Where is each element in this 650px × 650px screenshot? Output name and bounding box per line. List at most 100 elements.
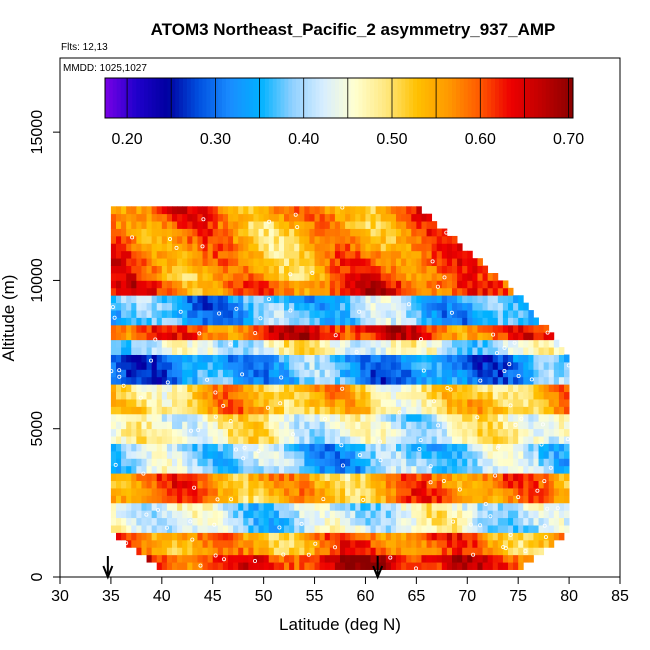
heatmap-cell xyxy=(166,369,173,378)
heatmap-cell xyxy=(141,354,147,363)
heatmap-cell xyxy=(482,502,489,511)
colorbar-tick-label: 0.50 xyxy=(376,131,407,148)
heatmap-cell xyxy=(513,473,519,482)
heatmap-cell xyxy=(482,339,489,348)
heatmap-cell xyxy=(126,399,132,407)
heatmap-cell xyxy=(558,450,565,459)
heatmap-cell xyxy=(360,250,366,259)
heatmap-cell xyxy=(523,539,529,548)
colorbar-segment xyxy=(194,78,200,118)
heatmap-cell xyxy=(436,384,443,393)
colorbar-segment xyxy=(549,78,554,118)
heatmap-cell xyxy=(141,539,147,548)
heatmap-cell xyxy=(304,473,310,482)
heatmap-cell xyxy=(121,391,127,400)
heatmap-cell xyxy=(121,376,127,385)
heatmap-cell xyxy=(345,547,351,556)
heatmap-cell xyxy=(166,502,173,511)
heatmap-cell xyxy=(248,265,254,274)
heatmap-cell xyxy=(202,258,209,266)
heatmap-cell xyxy=(334,488,341,496)
heatmap-cell xyxy=(156,495,163,504)
sample-point xyxy=(165,380,170,385)
heatmap-cell xyxy=(462,421,468,430)
heatmap-cell xyxy=(278,436,285,444)
heatmap-cell xyxy=(497,450,504,459)
heatmap-cell xyxy=(304,354,310,363)
heatmap-cell xyxy=(187,332,193,341)
sample-point xyxy=(516,495,521,500)
heatmap-cell xyxy=(355,384,361,393)
heatmap-cell xyxy=(121,265,127,274)
heatmap-cell xyxy=(513,324,519,333)
heatmap-cell xyxy=(248,243,254,252)
heatmap-cell xyxy=(533,443,539,452)
heatmap-cell xyxy=(411,302,417,311)
heatmap-cell xyxy=(222,206,229,215)
heatmap-cell xyxy=(166,473,173,482)
heatmap-cell xyxy=(411,384,417,393)
arrow-head xyxy=(372,565,384,580)
heatmap-cell xyxy=(197,376,203,385)
heatmap-cell xyxy=(502,525,509,533)
heatmap-cell xyxy=(253,399,259,407)
heatmap-cell xyxy=(212,295,219,304)
colorbar-segment xyxy=(417,78,422,118)
heatmap-cell xyxy=(263,332,270,341)
heatmap-cell xyxy=(136,473,142,482)
heatmap-cell xyxy=(222,443,229,452)
heatmap-cell xyxy=(543,488,550,496)
heatmap-cell xyxy=(462,265,468,274)
heatmap-cell xyxy=(375,488,382,496)
heatmap-cell xyxy=(558,443,565,452)
heatmap-cell xyxy=(126,510,132,519)
heatmap-cell xyxy=(161,317,168,326)
heatmap-cell xyxy=(411,332,417,341)
heatmap-cell xyxy=(212,465,219,474)
colorbar-segment xyxy=(354,78,359,118)
heatmap-cell xyxy=(502,473,509,482)
heatmap-cell xyxy=(151,406,158,415)
heatmap-cell xyxy=(126,384,132,393)
heatmap-cell xyxy=(355,295,361,304)
sample-point xyxy=(418,337,423,342)
heatmap-cell xyxy=(273,273,280,281)
heatmap-cell xyxy=(151,339,158,348)
heatmap-cell xyxy=(136,310,142,318)
heatmap-cell xyxy=(355,391,361,400)
heatmap-cell xyxy=(121,406,127,415)
heatmap-cell xyxy=(543,458,550,467)
heatmap-cell xyxy=(253,428,259,437)
heatmap-cell xyxy=(253,332,259,341)
heatmap-cell xyxy=(436,517,443,526)
heatmap-cell xyxy=(146,547,153,556)
heatmap-cell xyxy=(462,347,468,355)
heatmap-cell xyxy=(416,228,422,237)
heatmap-cell xyxy=(446,480,453,489)
heatmap-cell xyxy=(441,413,448,422)
heatmap-cell xyxy=(146,510,153,519)
heatmap-cell xyxy=(370,517,377,526)
heatmap-cell xyxy=(462,547,468,556)
heatmap-cell xyxy=(334,213,341,222)
heatmap-cell xyxy=(228,532,234,541)
heatmap-cell xyxy=(528,450,534,459)
heatmap-cell xyxy=(457,295,463,304)
colorbar-segment xyxy=(409,78,414,118)
heatmap-cell xyxy=(462,324,468,333)
heatmap-cell xyxy=(207,458,214,467)
heatmap-cell xyxy=(548,517,555,526)
heatmap-cell xyxy=(161,465,168,474)
heatmap-cell xyxy=(141,547,147,556)
heatmap-cell xyxy=(370,436,377,444)
heatmap-cell xyxy=(385,339,392,348)
heatmap-cell xyxy=(380,391,387,400)
heatmap-cell xyxy=(319,465,326,474)
heatmap-cell xyxy=(513,458,519,467)
heatmap-cell xyxy=(564,369,570,378)
heatmap-cell xyxy=(278,221,285,229)
heatmap-cell xyxy=(401,510,407,519)
heatmap-cell xyxy=(396,339,402,348)
heatmap-cell xyxy=(202,317,209,326)
heatmap-cell xyxy=(513,539,519,548)
